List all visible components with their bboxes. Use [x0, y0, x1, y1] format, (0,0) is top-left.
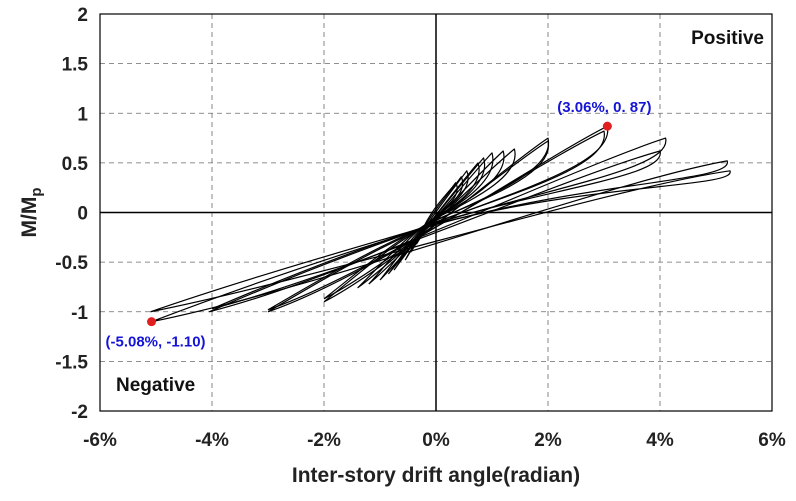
plot-frame [99, 13, 773, 412]
hysteresis-curves [150, 125, 731, 323]
y-tick-label: 0.5 [62, 154, 89, 175]
x-axis-title: Inter-story drift angle(radian) [292, 464, 580, 487]
x-tick-labels: -6% -4% -2% 0% 2% 4% 6% [83, 430, 786, 451]
y-axis-title: M/Mp [18, 188, 45, 238]
x-tick-label: 0% [422, 430, 450, 451]
annotation-point [602, 121, 612, 131]
hysteresis-loop [211, 150, 661, 310]
y-tick-label: 2 [77, 5, 88, 26]
y-tick-label: 1.5 [62, 55, 89, 76]
y-tick-label: 0 [77, 204, 88, 225]
x-tick-label: -2% [307, 430, 341, 451]
quadrant-label-positive: Positive [691, 28, 764, 49]
x-tick-label: -6% [83, 430, 117, 451]
x-tick-label: 2% [534, 430, 562, 451]
y-tick-label: -2 [71, 402, 88, 423]
annotation-peak-negative: (-5.08%, -1.10) [105, 334, 205, 351]
y-tick-label: -1 [71, 303, 88, 324]
y-tick-label: -0.5 [55, 253, 88, 274]
y-tick-label: 1 [77, 104, 88, 125]
x-tick-label: 6% [758, 430, 786, 451]
y-axis-title-subscript: p [28, 188, 45, 197]
annotation-markers [147, 121, 612, 327]
hysteresis-loop [151, 160, 728, 323]
annotation-point [147, 317, 157, 327]
x-tick-label: -4% [195, 430, 229, 451]
hysteresis-loop [150, 170, 731, 313]
hysteresis-loop [208, 137, 667, 313]
quadrant-label-negative: Negative [116, 375, 195, 396]
x-tick-label: 4% [646, 430, 674, 451]
y-axis-title-main: M/M [18, 197, 41, 238]
y-tick-label: -1.5 [55, 352, 88, 373]
y-tick-labels: 2 1.5 1 0.5 0 -0.5 -1 -1.5 -2 [55, 5, 88, 423]
annotation-peak-positive: (3.06%, 0. 87) [557, 99, 651, 116]
